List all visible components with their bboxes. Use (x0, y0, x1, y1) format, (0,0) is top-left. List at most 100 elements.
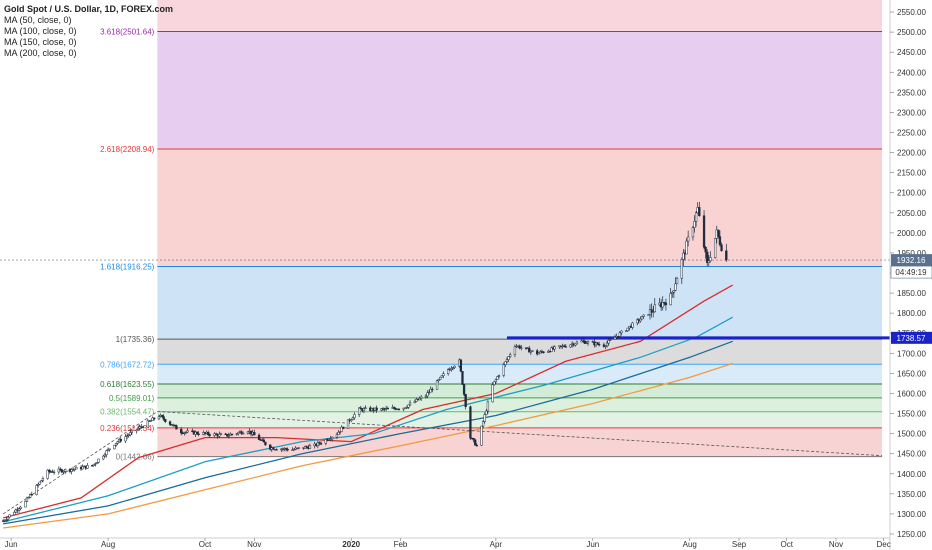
candle-body (440, 375, 443, 378)
candle-body (607, 340, 610, 344)
candle-body (453, 365, 456, 368)
candle-body (41, 478, 45, 481)
candle-body (563, 345, 566, 347)
candle-body (52, 471, 56, 474)
candle-body (709, 257, 712, 262)
countdown-tag (890, 265, 932, 279)
candle-body (537, 352, 540, 355)
candle-body (364, 407, 367, 409)
candle-body (494, 379, 498, 382)
candle-body (105, 450, 108, 456)
candle-body (129, 432, 132, 436)
candle-body (124, 436, 127, 442)
candle-body (583, 340, 587, 344)
candle-body (184, 431, 188, 434)
candle-body (253, 432, 256, 436)
candle-body (405, 407, 409, 409)
candle-body (97, 458, 100, 463)
candle-body (575, 341, 579, 345)
candle-body (504, 361, 507, 365)
candle-body (407, 404, 410, 408)
candle-body (652, 311, 655, 313)
candle-body (25, 497, 29, 502)
candle-body (157, 416, 161, 420)
candle-body (95, 462, 99, 464)
candle-body (674, 283, 677, 291)
descending-trend-line[interactable] (157, 411, 883, 457)
candle-body (284, 448, 288, 450)
candle-body (92, 463, 95, 467)
x-tick-label: Jun (5, 540, 18, 549)
candle-body (613, 336, 617, 340)
candle-body (620, 330, 623, 334)
candle-body (230, 433, 234, 436)
last-price-tag[interactable] (891, 254, 932, 267)
fib-band (157, 339, 883, 365)
symbol-title: Gold Spot / U.S. Dollar, 1D, FOREX.com (4, 4, 174, 14)
fib-band-top (157, 0, 883, 32)
candle-body (13, 512, 16, 516)
candle-body (335, 434, 339, 438)
candle-body (297, 447, 300, 449)
y-tick-label: 1250.00 (897, 530, 926, 539)
candle-body (427, 391, 431, 394)
fibonacci-extension[interactable]: 3.618(2501.64) 2.618(2208.94) 1.618(1916.2… (100, 0, 883, 462)
candle-body (564, 346, 567, 348)
candle-body (442, 373, 445, 376)
candle-body (639, 318, 642, 322)
candle-body (362, 408, 366, 412)
candle-body (661, 302, 664, 308)
candle-body (569, 344, 572, 348)
candle-body (691, 227, 695, 238)
fib-band (157, 148, 883, 267)
indicator-ma150[interactable]: MA (150, close, 0) (4, 37, 77, 47)
candle-body (3, 520, 6, 522)
candle-body (38, 481, 41, 485)
candle-body (397, 408, 401, 411)
x-tick-label: Sep (732, 540, 747, 549)
candle-body (491, 384, 494, 403)
indicator-ma100[interactable]: MA (100, close, 0) (4, 26, 77, 36)
x-tick-label: 2020 (342, 540, 360, 549)
fib-level-label: 0.236(1514.34) (100, 424, 155, 433)
indicator-ma200[interactable]: MA (200, close, 0) (4, 48, 77, 58)
resistance-price-tag[interactable] (891, 331, 932, 344)
candle-body (707, 260, 710, 263)
candle-body (720, 244, 723, 252)
candle-body (725, 250, 728, 261)
candle-body (338, 431, 342, 433)
fib-level-label: 0.382(1554.47) (100, 408, 155, 417)
fib-level-label: 3.618(2501.64) (100, 27, 155, 36)
candle-body (119, 438, 122, 442)
candle-body (647, 314, 650, 316)
y-tick-label: 2300.00 (897, 108, 926, 117)
candle-body (585, 342, 588, 345)
candle-body (636, 319, 639, 324)
candle-body (46, 469, 49, 479)
candle-body (6, 516, 10, 520)
candle-body (149, 420, 153, 422)
time-axis[interactable] (0, 538, 890, 550)
ma-line-2 (3, 316, 734, 523)
candle-body (682, 252, 685, 260)
candle-body (264, 441, 267, 446)
indicator-ma50[interactable]: MA (50, close, 0) (4, 15, 72, 25)
ma-line-4 (3, 362, 733, 529)
candle-body (86, 465, 89, 469)
candle-body (180, 428, 183, 434)
candle-body (392, 407, 396, 409)
y-tick-label: 1600.00 (897, 389, 926, 398)
fib-level-label: 1.618(1916.25) (100, 262, 155, 271)
candle-body (451, 367, 455, 369)
candle-body (693, 221, 696, 228)
candle-body (62, 471, 65, 473)
candle-body (586, 341, 590, 344)
candle-body (598, 344, 601, 346)
candle-body (262, 439, 265, 443)
candle-body (706, 251, 709, 263)
candle-body (642, 314, 645, 317)
y-tick-label: 2050.00 (897, 209, 926, 218)
candle-body (474, 439, 477, 446)
